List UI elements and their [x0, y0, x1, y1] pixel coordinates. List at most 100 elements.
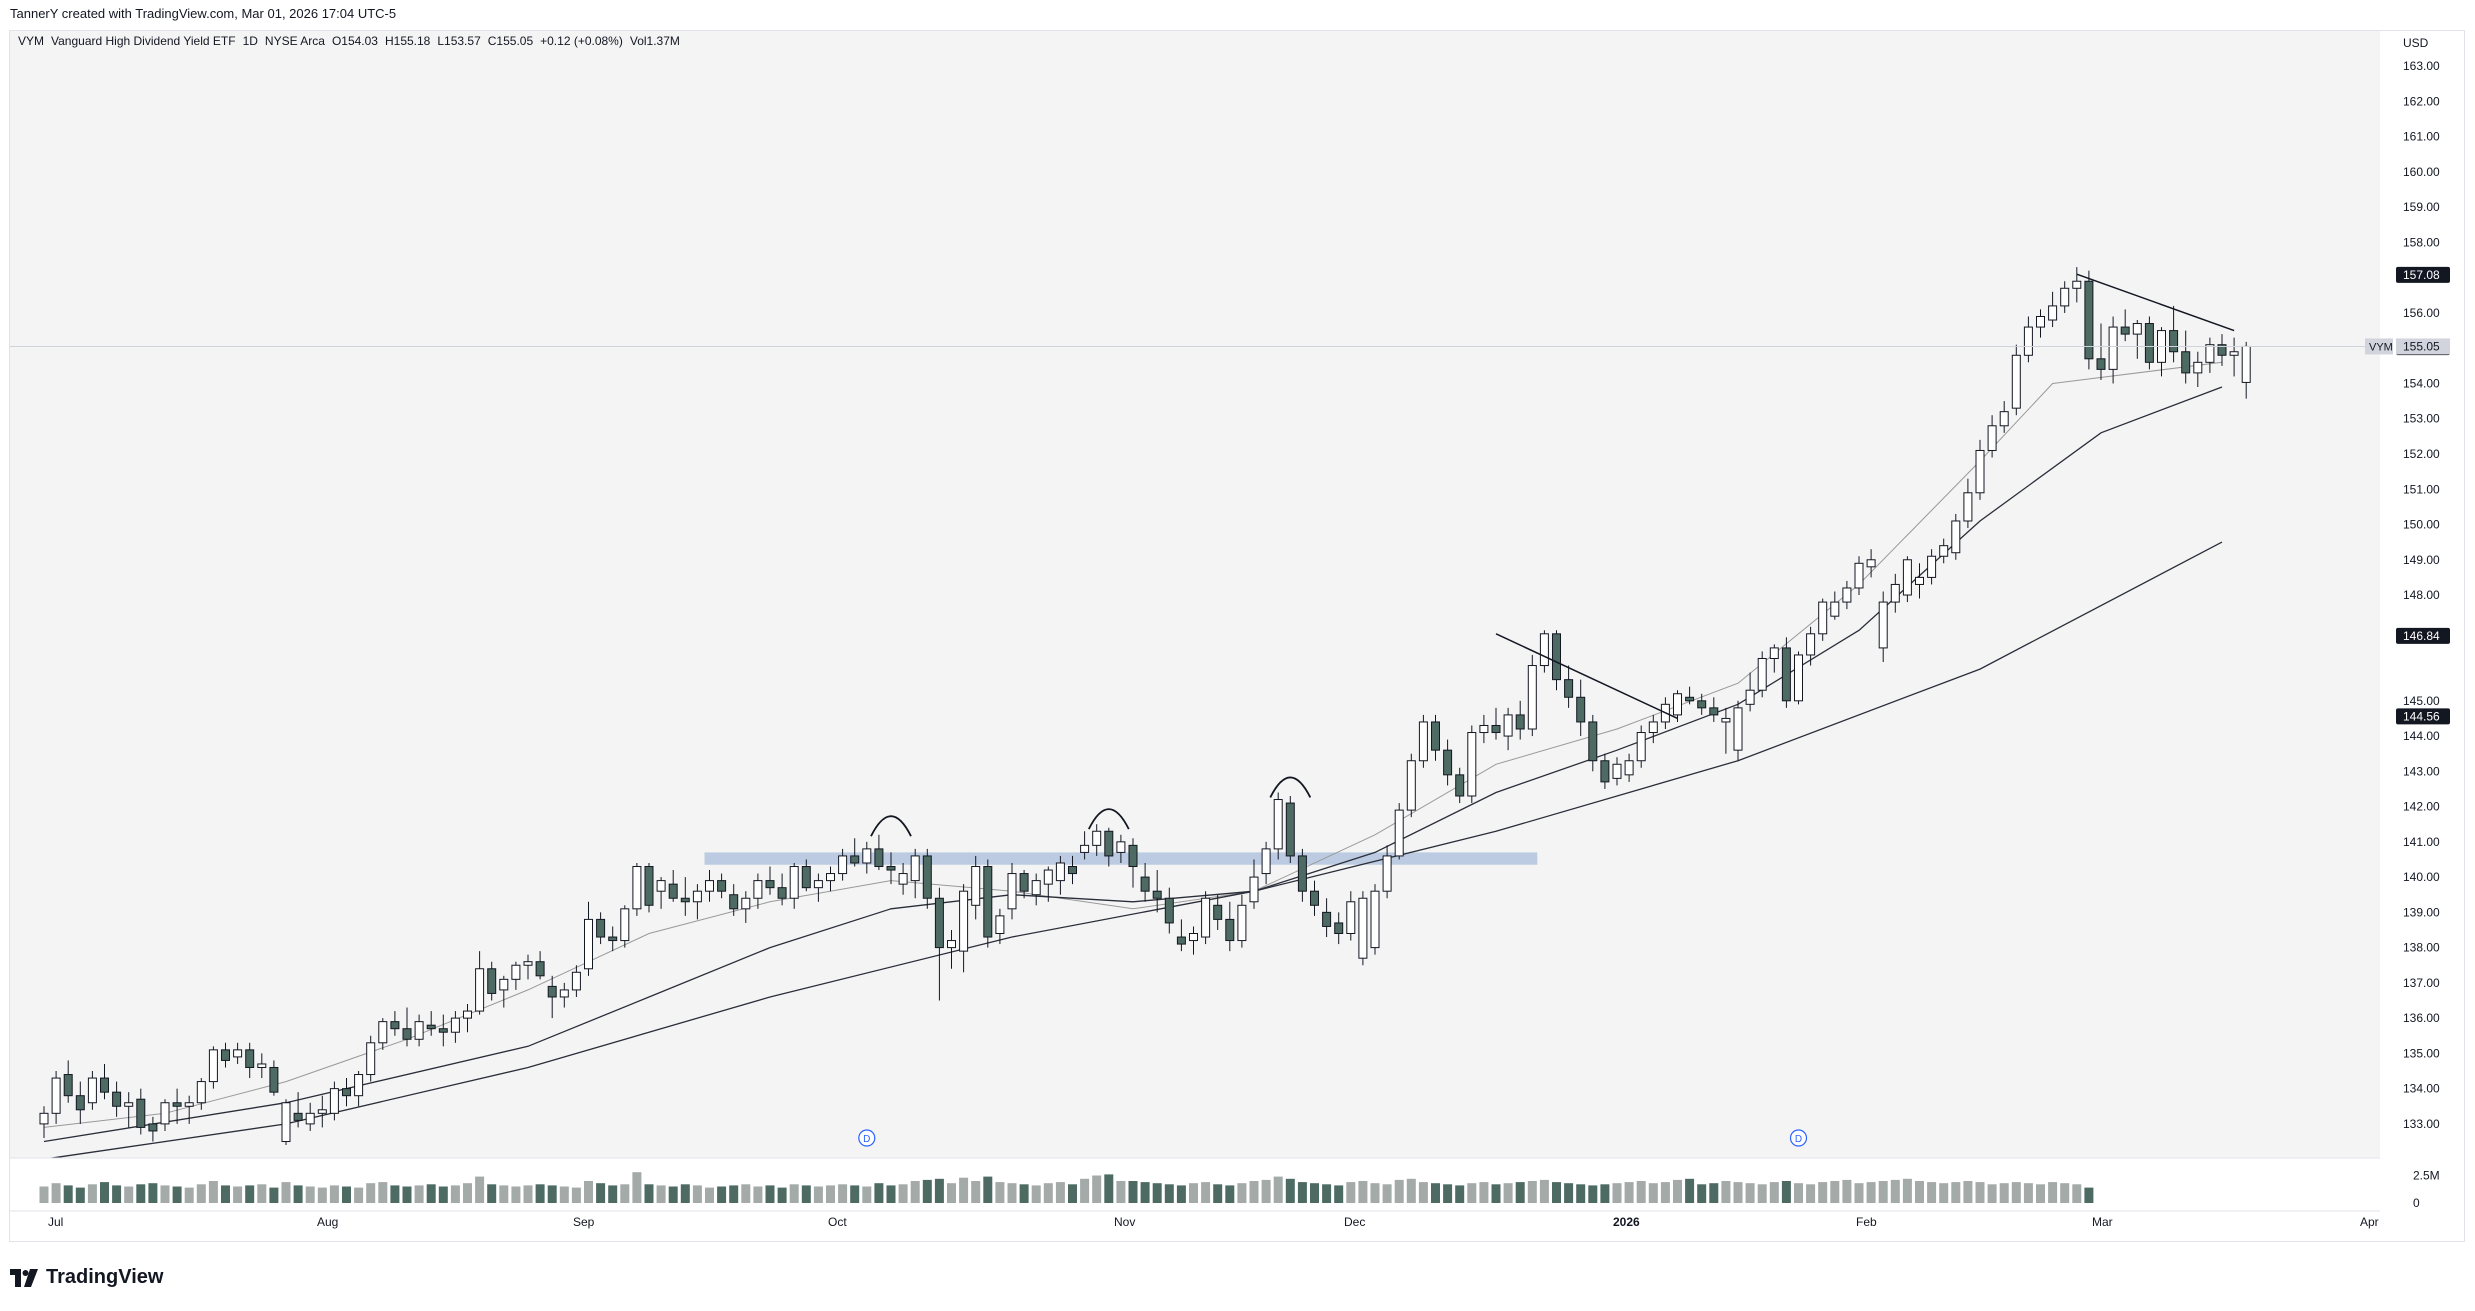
candle-body [1249, 876, 1259, 903]
volume-bar [1636, 1181, 1646, 1203]
candle-body [789, 866, 799, 899]
volume-bar [1648, 1183, 1658, 1203]
volume-bar [317, 1187, 327, 1203]
candle-body [1055, 862, 1065, 882]
volume-bar [1467, 1183, 1477, 1203]
volume-bar [1552, 1182, 1561, 1203]
candle-body [1818, 601, 1828, 635]
chart-area[interactable]: USD 163.00 162.00 161.00 160.00 159.00 158.00 1… [9, 30, 2465, 1242]
price-chart[interactable]: USD 163.00 162.00 161.00 160.00 159.00 158.00 1… [10, 31, 2464, 1241]
candle-body [1394, 809, 1404, 857]
volume-bar [1709, 1183, 1719, 1203]
volume-bar [668, 1186, 678, 1203]
candle-body [535, 961, 545, 977]
candle-body [100, 1077, 109, 1093]
candle-body [717, 880, 727, 892]
candle-body [1939, 545, 1949, 557]
volume-bar [1189, 1183, 1198, 1203]
candle-body [1600, 760, 1610, 783]
candle-body [511, 964, 521, 980]
candle-body [402, 1028, 412, 1040]
volume-bar [2036, 1184, 2045, 1203]
volume-bar [124, 1186, 134, 1203]
candle-body [584, 918, 593, 970]
volume-bar [1539, 1179, 1549, 1203]
candle-body [1140, 876, 1150, 892]
time-axis[interactable]: Jul Aug Sep Oct Nov Dec 2026 Feb Mar Apr [10, 1210, 2380, 1229]
price-tick-label: 160.00 [2403, 165, 2440, 179]
candle-body [160, 1102, 170, 1125]
candle-body [1588, 721, 1598, 762]
price-tick-label: 143.00 [2403, 764, 2440, 778]
volume-bar [934, 1178, 944, 1203]
candle-body [1116, 841, 1126, 853]
candle-body [208, 1049, 218, 1083]
price-axis[interactable]: USD 163.00 162.00 161.00 160.00 159.00 158.00 1… [2403, 36, 2440, 1131]
volume-bar [269, 1187, 279, 1203]
candle-body [1781, 647, 1791, 702]
volume-bar [1370, 1183, 1380, 1203]
volume-bar [1261, 1179, 1271, 1203]
dividend-label: D [1795, 1134, 1802, 1145]
volume-bar [644, 1184, 654, 1203]
volume-bar [354, 1187, 364, 1203]
candle-body [2060, 287, 2070, 307]
volume-bar [1951, 1182, 1961, 1203]
candle-body [1346, 901, 1356, 935]
time-tick-label: Sep [573, 1215, 595, 1229]
volume-bar [1068, 1184, 1077, 1203]
volume-bar [100, 1182, 109, 1203]
price-tick-label: 145.00 [2403, 694, 2440, 708]
volume-bar [886, 1185, 896, 1203]
candle-body [995, 915, 1005, 935]
candle-body [777, 887, 787, 899]
volume-bar [63, 1185, 73, 1203]
candle-body [1261, 848, 1271, 875]
price-badge [2396, 266, 2450, 283]
volume-bar [1515, 1182, 1525, 1203]
tradingview-logo[interactable]: TradingView [10, 1266, 163, 1289]
candle-body [850, 855, 860, 864]
legend-high: H155.18 [384, 34, 431, 48]
candle-body [269, 1066, 279, 1093]
candles[interactable] [39, 267, 2251, 1146]
candle-body [2169, 330, 2179, 353]
candle-body [741, 897, 751, 910]
candle-body [1515, 714, 1525, 730]
volume-pane[interactable]: 2.5M 0 [10, 1157, 2440, 1210]
candle-body [1019, 873, 1029, 892]
volume-bar [1745, 1183, 1755, 1203]
candle-body [983, 866, 993, 938]
volume-bar [1455, 1185, 1465, 1203]
candle-body [1322, 911, 1332, 927]
candle-body [51, 1077, 61, 1114]
volume-bar [910, 1181, 920, 1203]
price-tick-label: 159.00 [2403, 200, 2440, 214]
dividend-marker: D [858, 1129, 876, 1147]
candle-body [765, 880, 775, 889]
candle-body [257, 1063, 267, 1068]
volume-bar [1721, 1181, 1731, 1203]
volume-bar [620, 1184, 630, 1203]
legend-open: O154.03 [331, 34, 378, 48]
price-tick-label: 144.00 [2403, 729, 2440, 743]
candle-body [1624, 760, 1634, 776]
candle-body [1830, 601, 1840, 617]
candle-body [1189, 933, 1198, 942]
legend-close: C155.05 [487, 34, 534, 48]
volume-bar [777, 1187, 787, 1203]
candle-body [1890, 583, 1900, 603]
volume-bar [729, 1185, 739, 1203]
candle-body [1479, 724, 1489, 734]
candle-body [1334, 922, 1344, 935]
volume-bar [826, 1185, 835, 1203]
candle-body [366, 1042, 376, 1076]
volume-bar [1322, 1184, 1332, 1203]
time-tick-label: Apr [2360, 1215, 2379, 1229]
candle-body [1237, 904, 1247, 942]
volume-bar [789, 1184, 799, 1203]
candle-body [547, 985, 557, 998]
volume-bar [995, 1182, 1005, 1203]
volume-bar [293, 1185, 303, 1203]
